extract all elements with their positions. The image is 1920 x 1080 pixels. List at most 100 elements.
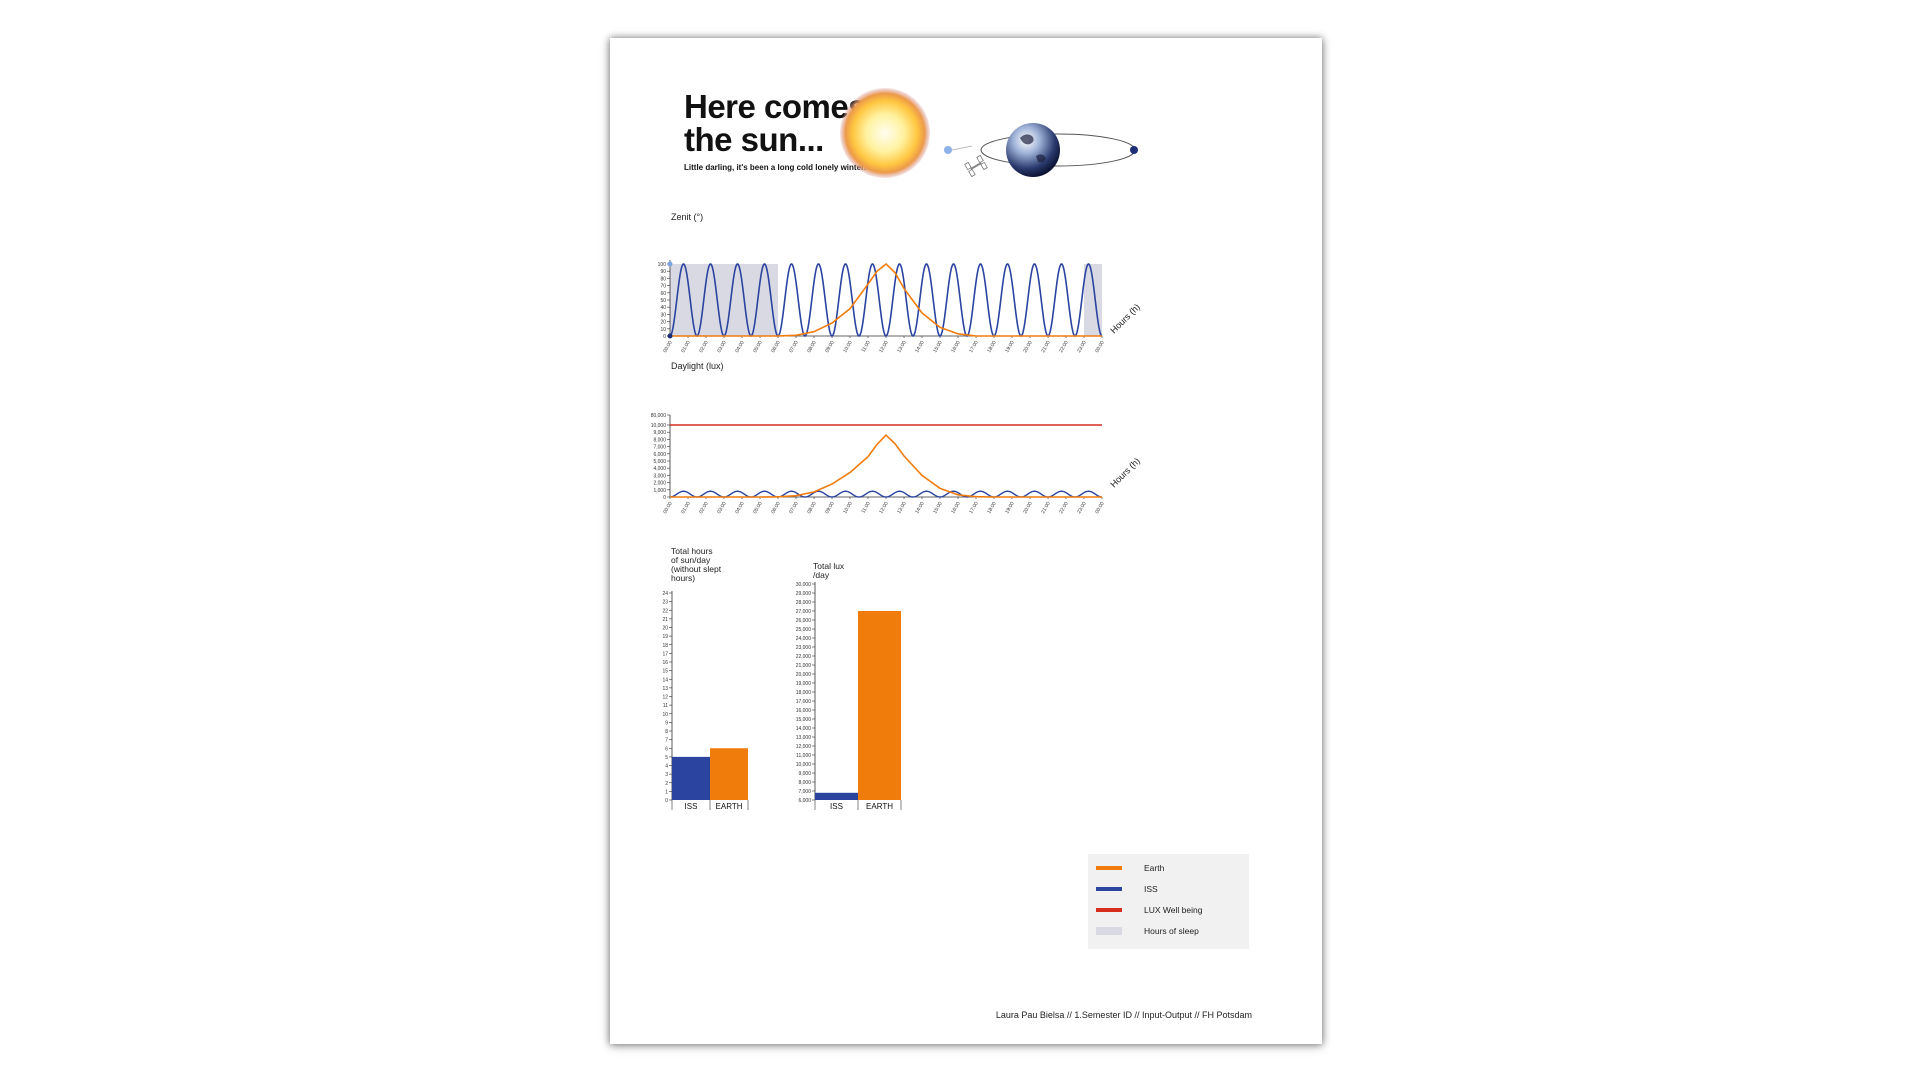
daylight-ytick-label: 3,000	[653, 473, 666, 479]
hours-bar-chart: Total hours of sun/day (without slept ho…	[662, 546, 749, 811]
daylight-xtick-label: 07:00	[788, 501, 800, 515]
daylight-xtick-label: 19:00	[1004, 501, 1016, 515]
lux-ytick-label: 29,000	[796, 591, 812, 597]
daylight-xtick-label: 17:00	[968, 501, 980, 515]
title-line-2: the sun...	[684, 121, 824, 158]
daylight-ytick-label: 5,000	[653, 459, 666, 465]
lux-ytick-label: 7,000	[798, 789, 811, 795]
daylight-ytick-label: 7,000	[653, 445, 666, 451]
daylight-xtick-label: 16:00	[950, 501, 962, 515]
lux-category-label: EARTH	[866, 802, 893, 811]
daylight-ytick-label: 0	[663, 495, 666, 501]
hours-ytick-label: 2	[665, 781, 668, 787]
zenit-xtick-label: 04:00	[734, 340, 746, 354]
zenit-xtick-label: 13:00	[896, 340, 908, 354]
hours-category-label: ISS	[685, 802, 698, 811]
zenit-xtick-label: 01:00	[680, 340, 692, 354]
credits: Laura Pau Bielsa // 1.Semester ID // Inp…	[995, 1010, 1252, 1020]
legend-label-iss: ISS	[1144, 884, 1158, 894]
daylight-xtick-label: 22:00	[1058, 501, 1070, 515]
hours-ytick-label: 11	[663, 703, 668, 709]
hours-ytick-label: 24	[662, 591, 668, 597]
legend-item-earth: Earth	[1096, 862, 1164, 874]
earth-globe	[1006, 123, 1060, 177]
lux-ytick-label: 23,000	[796, 645, 812, 651]
zenit-xtick-label: 18:00	[986, 340, 998, 354]
daylight-ytick-label: 8,000	[653, 437, 666, 443]
hours-ytick-label: 20	[662, 626, 668, 632]
hours-ytick-label: 23	[662, 600, 668, 606]
daylight-ytick-label: 1,000	[653, 488, 666, 494]
zenit-xtick-label: 15:00	[932, 340, 944, 354]
hours-ytick-label: 6	[665, 746, 668, 752]
daylight-ytick-label: 6,000	[653, 452, 666, 458]
earth-orbit-illustration	[944, 123, 1138, 178]
hours-ytick-label: 0	[665, 798, 668, 804]
zenit-chart: Zenit (°) Hours (h) 01020304050607080901…	[658, 212, 1142, 354]
zenit-xtick-label: 20:00	[1022, 340, 1034, 354]
hours-ytick-label: 5	[665, 755, 668, 761]
daylight-xtick-label: 00:00	[662, 501, 674, 515]
lux-ytick-label: 13,000	[796, 735, 812, 741]
orbit-dot	[1130, 146, 1138, 154]
daylight-xtick-label: 06:00	[770, 501, 782, 515]
zenit-series-iss	[669, 263, 1103, 337]
daylight-ylabel: Daylight (lux)	[671, 361, 724, 371]
moon-dot	[944, 146, 952, 154]
lux-ytick-label: 10,000	[796, 762, 812, 768]
poster: Here comes the sun... Little darling, it…	[610, 38, 1322, 1044]
daylight-xtick-label: 01:00	[680, 501, 692, 515]
lux-bar-iss	[815, 792, 858, 800]
zenit-xtick-label: 02:00	[698, 340, 710, 354]
legend-label-lux: LUX Well being	[1144, 905, 1203, 915]
zenit-xtick-label: 14:00	[914, 340, 926, 354]
daylight-xtick-label: 05:00	[752, 501, 764, 515]
legend-swatch-lux	[1096, 908, 1122, 912]
zenit-xtick-label: 22:00	[1058, 340, 1070, 354]
poster-title: Here comes the sun...	[684, 90, 867, 158]
daylight-xtick-label: 14:00	[914, 501, 926, 515]
lux-ytick-label: 22,000	[796, 654, 812, 660]
zenit-ytick-label: 100	[658, 262, 667, 268]
zenit-sleep-band-0	[670, 264, 778, 336]
zenit-ytick-label: 40	[660, 305, 666, 311]
zenit-ytick-label: 80	[660, 276, 666, 282]
daylight-xtick-label: 08:00	[806, 501, 818, 515]
lux-ytick-label: 6,000	[798, 798, 811, 804]
zenit-ytick-label: 60	[660, 291, 666, 297]
hours-ytick-label: 19	[662, 634, 668, 640]
zenit-ytick-label: 70	[660, 284, 666, 290]
hours-ytick-label: 22	[662, 608, 668, 614]
iss-station-icon	[964, 154, 988, 178]
hours-ytick-label: 10	[662, 712, 668, 718]
lux-category-label: ISS	[830, 802, 843, 811]
lux-ytick-label: 21,000	[796, 663, 812, 669]
lux-ytick-label: 12,000	[796, 744, 812, 750]
lux-ytick-label: 18,000	[796, 690, 812, 696]
daylight-xtick-label: 03:00	[716, 501, 728, 515]
daylight-xtick-label: 09:00	[824, 501, 836, 515]
lux-ytick-label: 28,000	[796, 600, 812, 606]
daylight-series-iss	[669, 490, 1103, 498]
lux-title-line-1: Total lux	[813, 561, 845, 571]
zenit-xlabel: Hours (h)	[1108, 302, 1142, 336]
zenit-xtick-label: 05:00	[752, 340, 764, 354]
zenit-xtick-label: 06:00	[770, 340, 782, 354]
hours-ytick-label: 15	[662, 669, 668, 675]
daylight-ytick-label: 9,000	[653, 430, 666, 436]
hours-ytick-label: 1	[665, 789, 668, 795]
daylight-ytick-label: 4,000	[653, 466, 666, 472]
sun-illustration	[840, 88, 930, 178]
hours-ytick-label: 17	[662, 651, 668, 657]
zenit-ytick-label: 90	[660, 269, 666, 275]
daylight-xtick-label: 21:00	[1040, 501, 1052, 515]
legend-swatch-earth	[1096, 866, 1122, 870]
zenit-xtick-label: 00:00	[1094, 340, 1106, 354]
zenit-xtick-label: 16:00	[950, 340, 962, 354]
hours-bar-iss	[672, 756, 710, 800]
hours-ytick-label: 4	[665, 764, 668, 770]
zenit-start-marker	[667, 261, 673, 267]
hours-ytick-label: 21	[662, 617, 668, 623]
hours-title-line-2: of sun/day	[671, 555, 711, 565]
legend-item-sleep: Hours of sleep	[1096, 925, 1199, 937]
